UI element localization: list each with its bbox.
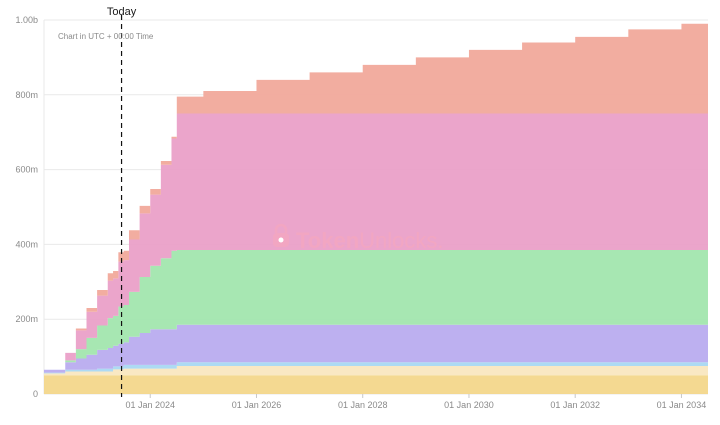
watermark: TokenUnlocks. [273, 223, 444, 253]
y-axis: 0 200m 400m 600m 800m 1.00b [15, 15, 38, 399]
stacked-areas [44, 21, 708, 394]
y-tick-label: 0 [33, 389, 38, 399]
today-marker: Today [107, 6, 137, 397]
y-tick-label: 400m [15, 239, 38, 249]
y-tick-label: 600m [15, 165, 38, 175]
area-series-4 [44, 324, 708, 373]
svg-text:TokenUnlocks.: TokenUnlocks. [296, 228, 444, 253]
x-axis: 01 Jan 2024 01 Jan 2026 01 Jan 2028 01 Jan … [125, 394, 706, 410]
x-tick-label: 01 Jan 2026 [232, 400, 282, 410]
lock-logo-icon [273, 223, 289, 247]
watermark-unlocks: Unlocks. [359, 228, 443, 253]
area-series-6 [44, 113, 708, 370]
y-tick-label: 800m [15, 90, 38, 100]
y-tick-label: 1.00b [15, 15, 38, 25]
x-tick-label: 01 Jan 2032 [550, 400, 600, 410]
area-series-5 [44, 250, 708, 370]
today-label: Today [107, 6, 137, 18]
area-series-3 [44, 362, 708, 374]
x-tick-label: 01 Jan 2034 [657, 400, 707, 410]
area-series-2 [44, 365, 708, 376]
y-tick-label: 200m [15, 314, 38, 324]
watermark-token: Token [296, 228, 359, 253]
x-tick-label: 01 Jan 2028 [338, 400, 388, 410]
area-series-1 [44, 375, 708, 394]
x-tick-label: 01 Jan 2030 [444, 400, 494, 410]
x-tick-label: 01 Jan 2024 [125, 400, 175, 410]
timezone-note: Chart in UTC + 00:00 Time [58, 32, 154, 41]
area-series-7 [44, 21, 708, 370]
